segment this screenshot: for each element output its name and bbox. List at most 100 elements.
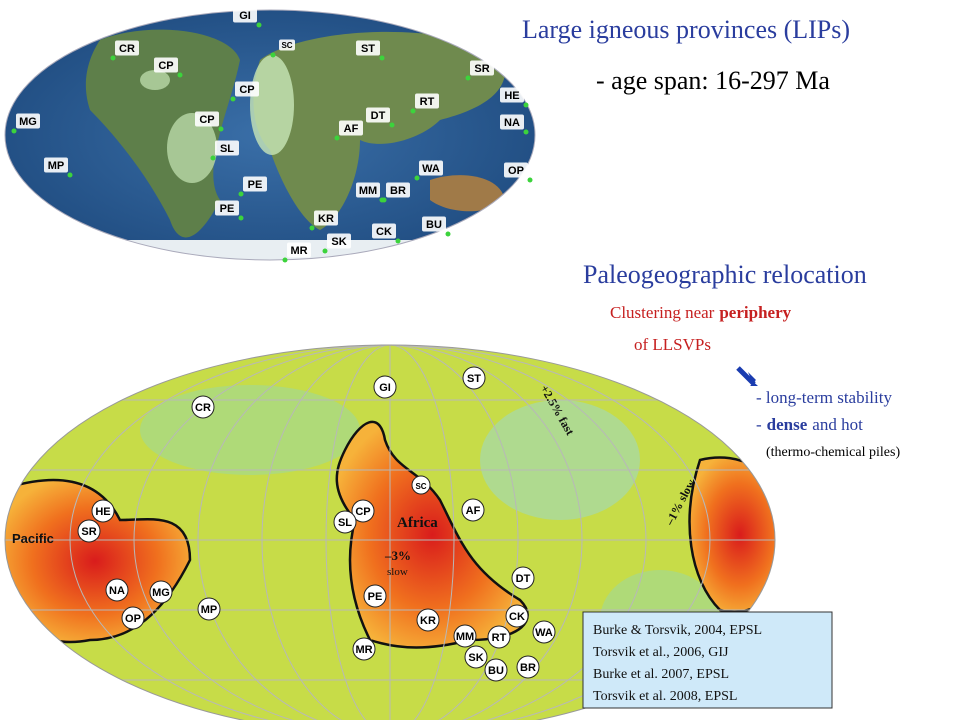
bullet: - long-term stability <box>756 388 892 407</box>
lip-dot <box>110 55 116 61</box>
lip-label: KR <box>318 213 334 225</box>
lip-marker <box>197 597 221 621</box>
lip-dot <box>527 177 533 183</box>
reference: Torsvik et al. 2008, EPSL <box>593 689 737 704</box>
lip-label-box <box>16 113 40 129</box>
lip-label: OP <box>508 165 524 177</box>
region-label: Pacific <box>12 531 54 546</box>
lip-marker <box>516 655 540 679</box>
anomaly-label: –3% <box>384 548 411 563</box>
lip-marker <box>416 608 440 632</box>
reference: Burke et al. 2007, EPSL <box>593 667 729 682</box>
anomaly-label: slow <box>387 566 408 578</box>
lip-label: NA <box>504 117 520 129</box>
lip-label-box <box>279 39 295 51</box>
lip-marker <box>462 366 486 390</box>
lip-label: DT <box>371 110 386 122</box>
lip-marker <box>91 499 115 523</box>
lip-marker <box>411 475 431 495</box>
lip-label: CR <box>195 402 211 414</box>
title: Large igneous provinces (LIPs) <box>522 15 850 44</box>
lip-label: MG <box>152 587 170 599</box>
lip-label: MP <box>201 604 218 616</box>
lip-marker <box>505 604 529 628</box>
arrow-line <box>736 366 756 386</box>
bullet: - dense and hot <box>756 415 863 434</box>
lip-label: WA <box>422 163 440 175</box>
lip-dot <box>381 197 387 203</box>
lip-label-box <box>314 210 338 226</box>
lip-marker <box>363 584 387 608</box>
lip-label-box <box>154 57 178 73</box>
lip-dot <box>322 248 328 254</box>
lip-dot <box>410 108 416 114</box>
lip-label-box <box>470 60 494 76</box>
lip-dot <box>238 191 244 197</box>
lip-dot <box>230 96 236 102</box>
lip-label: KR <box>420 615 436 627</box>
lip-label: SC <box>281 41 292 50</box>
lip-label: RT <box>420 96 435 108</box>
lip-dot <box>309 225 315 231</box>
lip-label-box <box>500 87 524 103</box>
lip-marker <box>77 519 101 543</box>
lip-label: AF <box>344 123 359 135</box>
lip-label: MM <box>359 185 377 197</box>
lip-marker <box>373 375 397 399</box>
clustering-highlight: periphery <box>719 303 791 322</box>
lip-label: HE <box>95 506 110 518</box>
lip-marker <box>532 620 556 644</box>
bullet-bold: dense <box>767 415 808 434</box>
lip-dot <box>379 55 385 61</box>
lip-label: MR <box>355 644 372 656</box>
lip-label: MM <box>456 631 474 643</box>
lip-marker <box>453 624 477 648</box>
lip-label-box <box>243 176 267 192</box>
lip-dot <box>282 257 288 263</box>
lip-label-box <box>233 7 257 23</box>
lip-dot <box>11 128 17 134</box>
lip-label: OP <box>125 613 141 625</box>
lip-label: AF <box>466 505 481 517</box>
reference: Torsvik et al., 2006, GIJ <box>593 645 729 660</box>
lip-label: CR <box>119 43 135 55</box>
lip-label: MG <box>19 116 37 128</box>
lip-label: BR <box>390 185 406 197</box>
lip-label: SK <box>468 652 483 664</box>
lip-label-box <box>44 157 68 173</box>
region-label: Africa <box>397 515 438 531</box>
section-heading: Paleogeographic relocation <box>583 260 867 289</box>
lip-label-box <box>504 162 528 178</box>
lip-label-box <box>356 40 380 56</box>
lip-label-box <box>287 242 311 258</box>
lip-label-box <box>215 200 239 216</box>
lip-label: BR <box>520 662 536 674</box>
lip-label-box <box>327 233 351 249</box>
lip-label-box <box>415 93 439 109</box>
lip-label: SL <box>338 517 352 529</box>
lip-marker <box>351 499 375 523</box>
lip-label: MR <box>290 245 307 257</box>
lip-label: SL <box>220 143 234 155</box>
lip-marker <box>487 625 511 649</box>
lip-label: MP <box>48 160 65 172</box>
lip-dot <box>218 126 224 132</box>
lip-marker <box>461 498 485 522</box>
lip-label-box <box>419 160 443 176</box>
lip-label: HE <box>504 90 519 102</box>
lip-label: PE <box>220 203 235 215</box>
lip-label: CP <box>355 506 370 518</box>
reference: Burke & Torsvik, 2004, EPSL <box>593 623 762 638</box>
lip-label: SC <box>415 482 426 491</box>
clustering-line: Clustering near periphery <box>610 303 792 322</box>
lip-label-box <box>366 107 390 123</box>
lip-label-box <box>500 114 524 130</box>
lip-dot <box>177 72 183 78</box>
bullet-dash: - <box>756 415 762 434</box>
lip-label-box <box>422 216 446 232</box>
lip-label-box <box>195 111 219 127</box>
lip-marker <box>121 606 145 630</box>
lip-label: PE <box>248 179 263 191</box>
lip-label: SR <box>81 526 96 538</box>
